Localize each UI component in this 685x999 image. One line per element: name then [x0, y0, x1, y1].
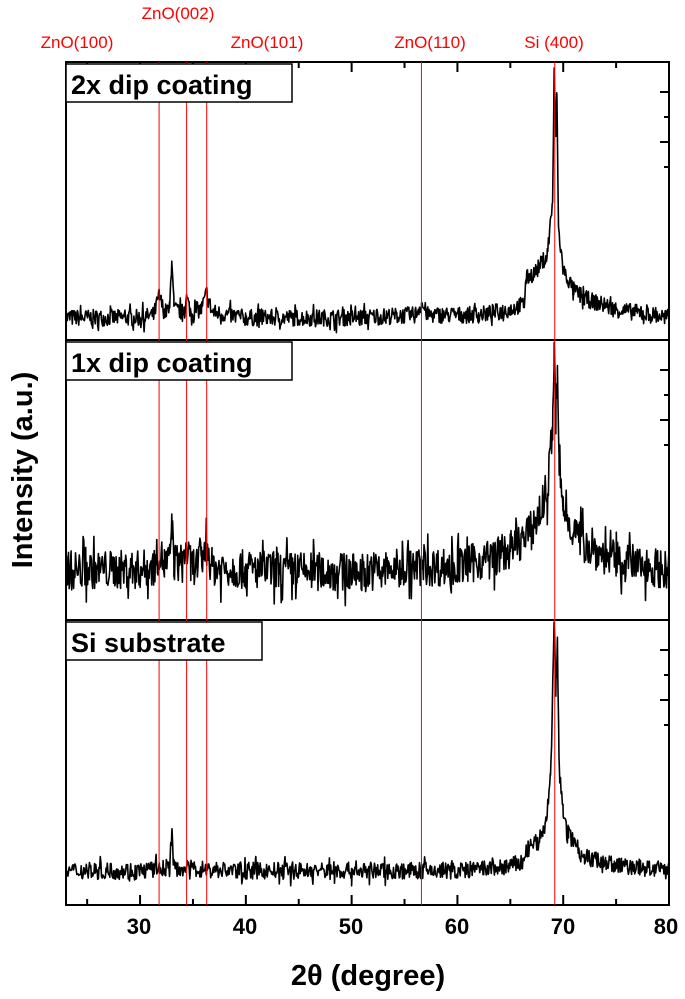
x-axis-ticks — [86, 62, 670, 905]
x-tick-label-80: 80 — [654, 914, 678, 939]
series-line-1 — [65, 341, 670, 607]
x-axis-title: 2θ (degree) — [291, 960, 445, 992]
series-line-0 — [65, 67, 670, 334]
ref-label-zno002: ZnO(002) — [142, 4, 215, 23]
panel-label-si: Si substrate — [71, 628, 226, 658]
panel-frame-2 — [65, 619, 670, 906]
reference-lines — [158, 62, 556, 905]
panel-label-1x: 1x dip coating — [71, 348, 253, 378]
ref-label-zno100: ZnO(100) — [41, 33, 114, 52]
panel-label-box-1x — [65, 341, 293, 381]
panel-labels: 2x dip coating 1x dip coating Si substra… — [65, 63, 293, 661]
y-axis-title: Intensity (a.u.) — [7, 372, 39, 569]
plot-panels — [65, 61, 670, 906]
x-tick-labels: 30 40 50 60 70 80 — [127, 914, 678, 939]
ref-label-zno101: ZnO(101) — [231, 33, 304, 52]
ref-label-si400: Si (400) — [524, 33, 584, 52]
x-tick-label-70: 70 — [551, 914, 575, 939]
panel-label-2x: 2x dip coating — [71, 70, 253, 100]
x-tick-label-40: 40 — [233, 914, 257, 939]
x-tick-label-60: 60 — [445, 914, 469, 939]
x-tick-label-30: 30 — [127, 914, 151, 939]
panel-label-box-si — [65, 621, 263, 661]
panel-label-box-2x — [65, 63, 293, 103]
series-line-2 — [65, 621, 670, 887]
x-tick-label-50: 50 — [339, 914, 363, 939]
reference-labels: ZnO(100) ZnO(002) ZnO(101) ZnO(110) Si (… — [41, 4, 584, 52]
ref-label-zno110: ZnO(110) — [394, 33, 466, 52]
